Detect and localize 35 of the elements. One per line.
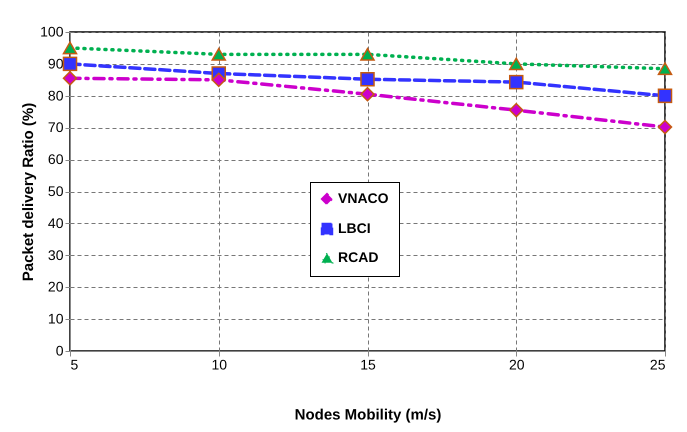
- x-tick-label: 15: [360, 356, 376, 372]
- point: [62, 42, 78, 54]
- y-tick-label: 30: [48, 246, 64, 263]
- legend-label: LBCI: [338, 220, 371, 236]
- point: [360, 86, 375, 102]
- point: [508, 58, 524, 70]
- x-tick-label: 10: [211, 356, 228, 372]
- x-tick-label: 5: [70, 356, 78, 372]
- point: [658, 88, 672, 104]
- y-tick-label: 50: [48, 183, 64, 199]
- point: [658, 62, 672, 76]
- y-tick-label: 10: [48, 310, 64, 327]
- x-tick-label: 20: [508, 356, 525, 372]
- point: [211, 48, 226, 61]
- point: [360, 72, 375, 86]
- point: [508, 102, 524, 118]
- y-axis-title: Packet delivery Ratio (%): [20, 102, 38, 282]
- point: [360, 48, 375, 61]
- y-tick-label: 80: [48, 87, 64, 104]
- y-tick-label: 100: [40, 24, 64, 40]
- x-axis-title: Nodes Mobility (m/s): [294, 406, 442, 424]
- y-tick-label: 60: [48, 151, 64, 168]
- point: [658, 120, 672, 134]
- point: [62, 70, 78, 86]
- point: [62, 56, 78, 72]
- legend-label: RCAD: [338, 249, 378, 265]
- legend-label: VNACO: [338, 190, 389, 206]
- y-tick-label: 0: [56, 342, 64, 358]
- point: [211, 72, 226, 88]
- x-tick-label: 25: [650, 356, 666, 372]
- point: [508, 74, 524, 90]
- y-tick-label: 20: [48, 278, 64, 295]
- y-tick-label: 40: [48, 214, 64, 231]
- y-tick-label: 70: [48, 119, 64, 136]
- y-tick-label: 90: [48, 55, 64, 72]
